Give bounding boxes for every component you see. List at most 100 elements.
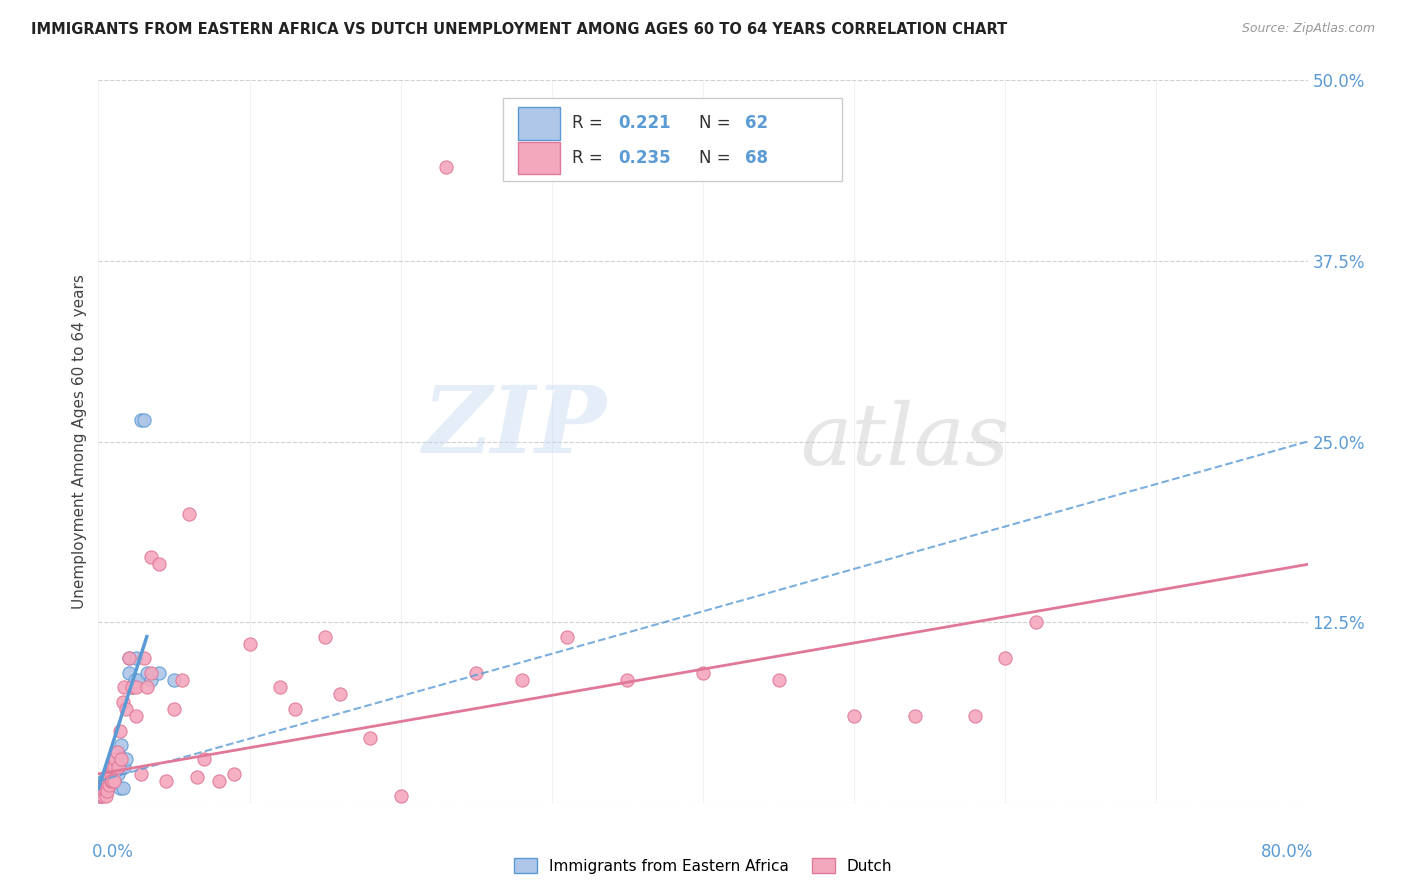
- Point: [112, 680, 135, 694]
- Point: [98, 779, 121, 793]
- Point: [91, 784, 114, 798]
- Text: ZIP: ZIP: [422, 382, 606, 472]
- Point: [93, 784, 115, 798]
- Text: Source: ZipAtlas.com: Source: ZipAtlas.com: [1241, 22, 1375, 36]
- FancyBboxPatch shape: [517, 107, 561, 139]
- Point: [94, 789, 117, 803]
- Point: [98, 770, 121, 784]
- Point: [107, 745, 129, 759]
- Point: [148, 558, 170, 572]
- Point: [103, 760, 125, 774]
- Point: [904, 709, 927, 723]
- Point: [104, 767, 127, 781]
- Point: [179, 507, 201, 521]
- Point: [118, 651, 141, 665]
- Point: [101, 774, 124, 789]
- Point: [555, 630, 578, 644]
- Point: [98, 767, 121, 781]
- Point: [90, 779, 112, 793]
- Point: [98, 779, 121, 793]
- Point: [100, 767, 122, 781]
- Point: [135, 665, 157, 680]
- Point: [132, 651, 155, 665]
- Point: [94, 784, 117, 798]
- Point: [103, 760, 125, 774]
- Point: [132, 413, 155, 427]
- Point: [100, 764, 122, 778]
- Point: [107, 760, 129, 774]
- Point: [692, 665, 714, 680]
- Point: [121, 680, 143, 694]
- Text: R =: R =: [572, 149, 609, 167]
- Point: [114, 752, 136, 766]
- Point: [94, 779, 117, 793]
- Point: [90, 784, 112, 798]
- Point: [125, 709, 148, 723]
- Point: [239, 637, 262, 651]
- Point: [93, 779, 115, 793]
- Point: [965, 709, 987, 723]
- Point: [110, 752, 132, 766]
- Point: [100, 774, 122, 789]
- Point: [104, 752, 127, 766]
- Text: 80.0%: 80.0%: [1261, 843, 1313, 861]
- Point: [94, 784, 117, 798]
- Point: [129, 413, 152, 427]
- Point: [148, 665, 170, 680]
- Point: [96, 770, 118, 784]
- Point: [91, 789, 114, 803]
- Point: [103, 774, 125, 789]
- Point: [108, 781, 131, 796]
- Point: [107, 767, 129, 781]
- Point: [94, 779, 117, 793]
- Text: IMMIGRANTS FROM EASTERN AFRICA VS DUTCH UNEMPLOYMENT AMONG AGES 60 TO 64 YEARS C: IMMIGRANTS FROM EASTERN AFRICA VS DUTCH …: [31, 22, 1007, 37]
- Point: [193, 752, 215, 766]
- Point: [91, 781, 114, 796]
- Point: [101, 767, 124, 781]
- Point: [141, 673, 163, 687]
- Point: [96, 781, 118, 796]
- Point: [111, 781, 134, 796]
- Point: [100, 770, 122, 784]
- Point: [125, 680, 148, 694]
- Point: [105, 745, 128, 759]
- Point: [112, 760, 135, 774]
- Point: [141, 665, 163, 680]
- Point: [105, 745, 128, 759]
- Point: [93, 781, 115, 796]
- Point: [269, 680, 291, 694]
- Point: [124, 673, 146, 687]
- Point: [125, 651, 148, 665]
- Point: [96, 784, 118, 798]
- Point: [90, 784, 112, 798]
- Point: [103, 767, 125, 781]
- Point: [93, 779, 115, 793]
- Point: [434, 160, 457, 174]
- Text: atlas: atlas: [800, 401, 1010, 483]
- Point: [96, 774, 118, 789]
- Point: [994, 651, 1017, 665]
- Point: [104, 752, 127, 766]
- Point: [118, 665, 141, 680]
- Point: [90, 789, 112, 803]
- Point: [100, 767, 122, 781]
- Point: [284, 702, 307, 716]
- Text: 0.0%: 0.0%: [93, 843, 134, 861]
- Point: [135, 680, 157, 694]
- Legend: Immigrants from Eastern Africa, Dutch: Immigrants from Eastern Africa, Dutch: [508, 852, 898, 880]
- Point: [100, 774, 122, 789]
- Point: [155, 774, 177, 789]
- Point: [510, 673, 533, 687]
- Point: [114, 702, 136, 716]
- Point: [90, 781, 112, 796]
- Point: [768, 673, 790, 687]
- Point: [170, 673, 193, 687]
- Point: [98, 774, 121, 789]
- Point: [844, 709, 866, 723]
- Point: [314, 630, 336, 644]
- Point: [91, 774, 114, 789]
- FancyBboxPatch shape: [517, 142, 561, 174]
- Point: [103, 774, 125, 789]
- Point: [101, 760, 124, 774]
- Text: 68: 68: [745, 149, 768, 167]
